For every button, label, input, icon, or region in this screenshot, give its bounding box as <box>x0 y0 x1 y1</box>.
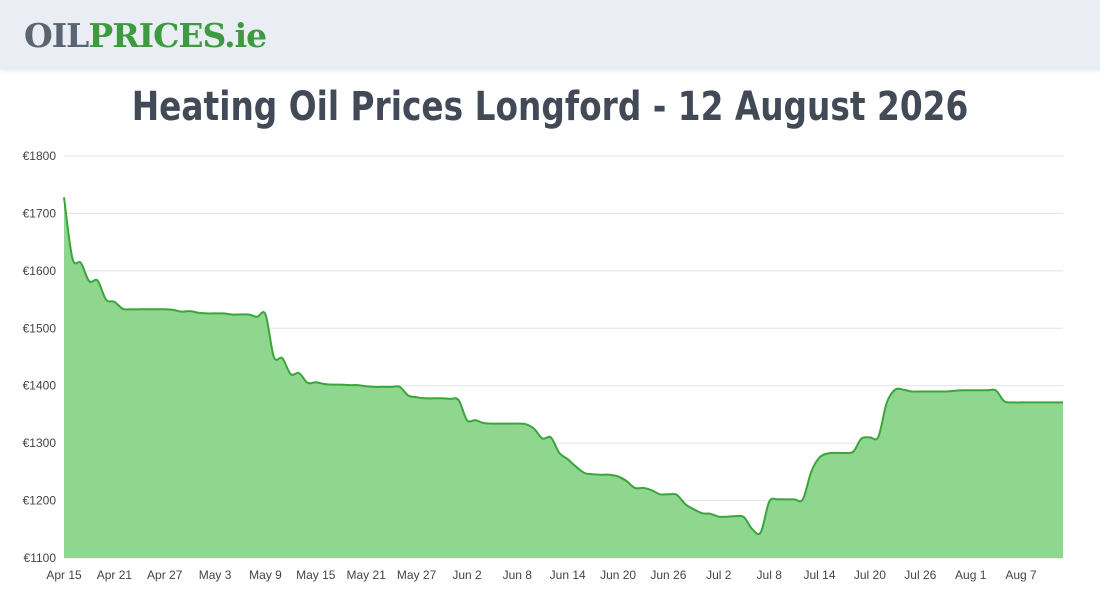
x-tick-label: Jun 2 <box>452 568 482 582</box>
price-area <box>64 197 1063 559</box>
x-tick-label: May 21 <box>347 568 387 582</box>
y-tick-label: €1200 <box>23 494 57 508</box>
x-tick-label: May 15 <box>296 568 336 582</box>
y-tick-label: €1100 <box>24 551 57 565</box>
x-tick-label: Jun 14 <box>550 568 586 582</box>
x-tick-label: Apr 27 <box>147 568 183 582</box>
x-tick-label: Jul 26 <box>904 568 936 582</box>
y-tick-label: €1700 <box>23 206 57 220</box>
y-tick-label: €1600 <box>23 264 57 278</box>
x-tick-label: May 3 <box>199 568 232 582</box>
x-tick-label: Jul 20 <box>854 568 886 582</box>
y-tick-label: €1400 <box>23 379 57 393</box>
logo-text-prices: PRICES.ie <box>88 16 267 55</box>
y-tick-label: €1800 <box>23 149 57 163</box>
x-tick-label: Jun 26 <box>650 568 686 582</box>
y-tick-label: €1500 <box>23 321 57 335</box>
x-tick-label: Jul 8 <box>757 568 783 582</box>
price-line <box>63 197 1063 536</box>
x-tick-label: Jun 20 <box>600 568 636 582</box>
page-title: Heating Oil Prices Longford - 12 August … <box>131 84 969 130</box>
y-tick-label: €1300 <box>23 436 57 450</box>
x-tick-label: Jul 14 <box>803 568 835 582</box>
x-tick-label: May 27 <box>397 568 437 582</box>
x-tick-label: Apr 15 <box>46 568 82 582</box>
x-tick-label: Aug 7 <box>1005 568 1037 582</box>
x-tick-label: Apr 21 <box>97 568 133 582</box>
x-tick-label: Jun 8 <box>503 568 533 582</box>
site-logo[interactable]: OILPRICES.ie <box>24 16 267 56</box>
price-chart: €1800 €1700 €1600 €1500 €1400 €1300 €1200 €1100… <box>23 149 1063 582</box>
logo-text-oil: OIL <box>24 16 89 55</box>
x-tick-label: May 9 <box>249 568 282 582</box>
x-tick-label: Aug 1 <box>955 568 987 582</box>
x-tick-label: Jul 2 <box>706 568 732 582</box>
header-bar: OILPRICES.ie <box>0 0 1100 70</box>
